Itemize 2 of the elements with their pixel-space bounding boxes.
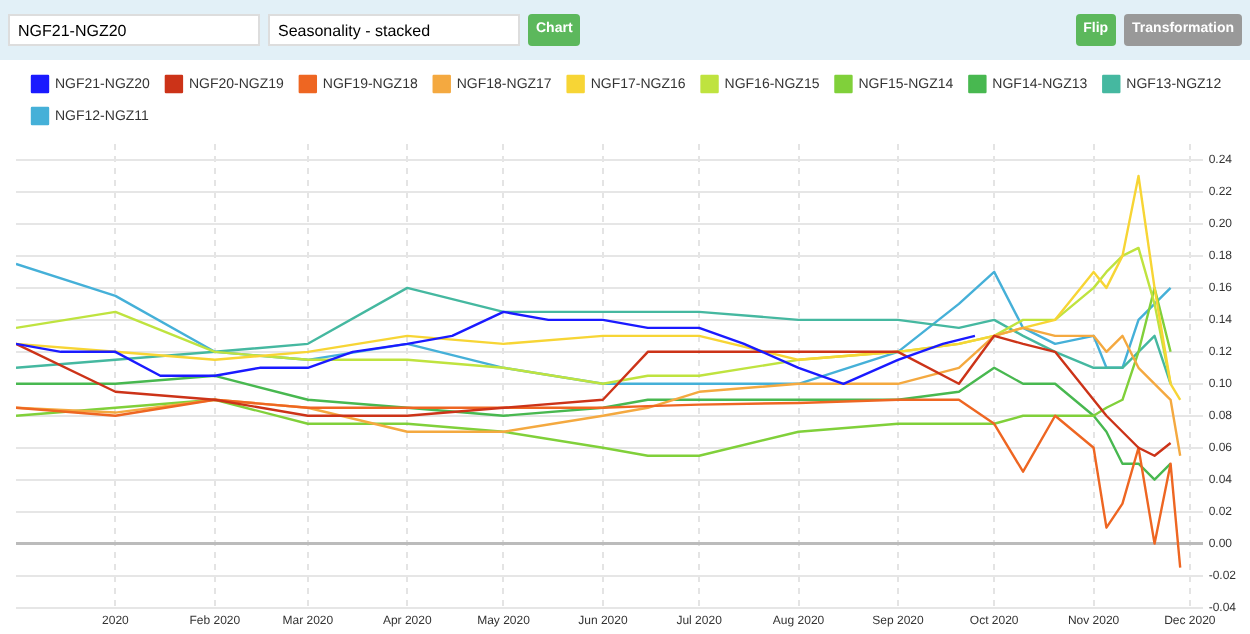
text-field: Seasonality - stacked (268, 14, 520, 46)
text-field: NGF21-NGZ20 (8, 14, 260, 46)
